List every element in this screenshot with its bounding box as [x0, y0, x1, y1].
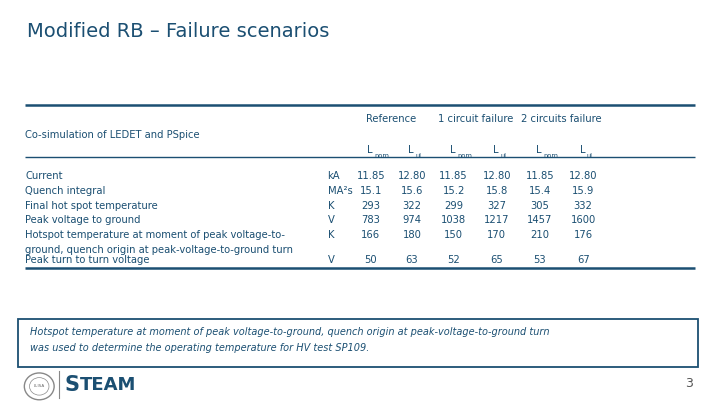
Text: Reference: Reference [366, 114, 416, 124]
Text: Quench integral: Quench integral [25, 186, 106, 196]
Text: 1600: 1600 [570, 215, 596, 226]
Text: ul: ul [415, 153, 421, 160]
Text: ul: ul [500, 153, 506, 160]
Text: L: L [493, 145, 499, 155]
Text: V: V [328, 255, 335, 265]
Text: 166: 166 [361, 230, 380, 240]
Text: K: K [328, 201, 334, 211]
Text: L: L [580, 145, 585, 155]
Text: 15.6: 15.6 [400, 186, 423, 196]
Text: ul: ul [587, 153, 593, 160]
Text: 170: 170 [487, 230, 506, 240]
Text: 180: 180 [402, 230, 421, 240]
Text: 12.80: 12.80 [397, 171, 426, 181]
Text: 210: 210 [531, 230, 549, 240]
Text: LLISA: LLISA [34, 384, 45, 388]
Text: nom: nom [457, 153, 472, 160]
Text: 299: 299 [444, 201, 463, 211]
Text: 322: 322 [402, 201, 421, 211]
Text: 3: 3 [685, 377, 693, 390]
Text: V: V [328, 215, 335, 226]
Text: 11.85: 11.85 [439, 171, 468, 181]
Text: 52: 52 [447, 255, 460, 265]
Text: L: L [408, 145, 414, 155]
Text: L: L [367, 145, 373, 155]
Text: 974: 974 [402, 215, 421, 226]
Text: 332: 332 [574, 201, 593, 211]
Text: 12.80: 12.80 [482, 171, 511, 181]
Text: Modified RB – Failure scenarios: Modified RB – Failure scenarios [27, 22, 330, 41]
Text: nom: nom [544, 153, 559, 160]
Text: TEAM: TEAM [81, 376, 137, 394]
Text: L: L [450, 145, 456, 155]
Text: 305: 305 [531, 201, 549, 211]
Text: kA: kA [328, 171, 341, 181]
Text: 293: 293 [361, 201, 380, 211]
Text: Current: Current [25, 171, 63, 181]
Text: Peak voltage to ground: Peak voltage to ground [25, 215, 140, 226]
Text: L: L [536, 145, 542, 155]
Text: 15.4: 15.4 [529, 186, 551, 196]
Text: 15.1: 15.1 [359, 186, 382, 196]
Text: 65: 65 [490, 255, 503, 265]
Text: 2 circuits failure: 2 circuits failure [521, 114, 602, 124]
Text: Hotspot temperature at moment of peak voltage-to-: Hotspot temperature at moment of peak vo… [25, 230, 285, 240]
Text: Peak turn to turn voltage: Peak turn to turn voltage [25, 255, 150, 265]
Text: 783: 783 [361, 215, 380, 226]
Text: 53: 53 [534, 255, 546, 265]
Text: 11.85: 11.85 [356, 171, 385, 181]
Text: MA²s: MA²s [328, 186, 352, 196]
Text: 1038: 1038 [441, 215, 466, 226]
Text: was used to determine the operating temperature for HV test SP109.: was used to determine the operating temp… [30, 343, 369, 353]
Text: 15.9: 15.9 [572, 186, 595, 196]
Text: 63: 63 [405, 255, 418, 265]
Text: 11.85: 11.85 [526, 171, 554, 181]
Text: 1217: 1217 [484, 215, 510, 226]
Text: Hotspot temperature at moment of peak voltage-to-ground, quench origin at peak-v: Hotspot temperature at moment of peak vo… [30, 327, 550, 337]
Text: 176: 176 [574, 230, 593, 240]
Text: Final hot spot temperature: Final hot spot temperature [25, 201, 158, 211]
Text: S: S [65, 375, 80, 395]
Text: ground, quench origin at peak-voltage-to-ground turn: ground, quench origin at peak-voltage-to… [25, 245, 293, 255]
Text: K: K [328, 230, 334, 240]
Text: 1457: 1457 [527, 215, 553, 226]
Text: 67: 67 [577, 255, 590, 265]
Text: nom: nom [374, 153, 390, 160]
Text: 150: 150 [444, 230, 463, 240]
Text: 1 circuit failure: 1 circuit failure [438, 114, 513, 124]
Text: 327: 327 [487, 201, 506, 211]
Text: 15.2: 15.2 [442, 186, 465, 196]
Text: 12.80: 12.80 [569, 171, 598, 181]
Text: 15.8: 15.8 [486, 186, 508, 196]
Text: Co-simulation of LEDET and PSpice: Co-simulation of LEDET and PSpice [25, 130, 200, 140]
Text: 50: 50 [364, 255, 377, 265]
